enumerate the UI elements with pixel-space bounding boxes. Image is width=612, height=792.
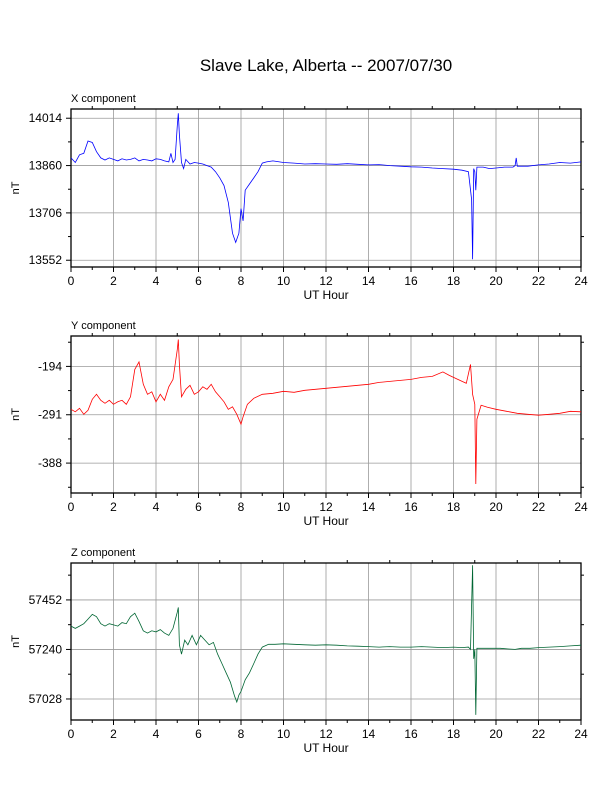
panel-title: Y component	[71, 320, 136, 332]
x-tick-label: 10	[277, 500, 291, 514]
x-tick-label: 14	[362, 500, 376, 514]
x-tick-label: 14	[362, 274, 376, 288]
x-tick-label: 4	[153, 500, 160, 514]
x-tick-label: 12	[319, 500, 333, 514]
x-tick-label: 6	[195, 500, 202, 514]
x-tick-label: 16	[404, 727, 418, 741]
x-axis-label: UT Hour	[303, 741, 348, 755]
plot-frame	[70, 562, 582, 721]
panel-title: X component	[71, 93, 136, 105]
y-axis-label: nT	[10, 408, 22, 421]
x-tick-label: 4	[153, 274, 160, 288]
series-line	[70, 339, 582, 485]
y-axis-label: nT	[10, 635, 22, 648]
y-tick-label: 13706	[29, 206, 63, 220]
x-axis-label: UT Hour	[303, 288, 348, 302]
y-tick-label: 14014	[29, 111, 63, 125]
x-tick-label: 20	[489, 727, 503, 741]
y-tick-label: 57028	[29, 692, 63, 706]
y-axis-label: nT	[10, 181, 22, 194]
y-tick-label: -194	[38, 359, 62, 373]
x-tick-label: 18	[447, 500, 461, 514]
x-tick-label: 0	[68, 500, 75, 514]
x-tick-label: 16	[404, 500, 418, 514]
x-tick-label: 0	[68, 727, 75, 741]
x-tick-label: 22	[532, 500, 546, 514]
x-tick-label: 10	[277, 274, 291, 288]
x-tick-label: 8	[238, 727, 245, 741]
x-tick-label: 14	[362, 727, 376, 741]
page-title: Slave Lake, Alberta -- 2007/07/30	[199, 56, 453, 75]
x-tick-label: 22	[532, 727, 546, 741]
x-tick-label: 18	[447, 274, 461, 288]
y-tick-label: -388	[38, 456, 62, 470]
x-tick-label: 8	[238, 500, 245, 514]
x-tick-label: 6	[195, 727, 202, 741]
x-tick-label: 2	[110, 727, 117, 741]
x-tick-label: 20	[489, 500, 503, 514]
x-tick-label: 16	[404, 274, 418, 288]
x-tick-label: 24	[574, 727, 588, 741]
y-tick-label: -291	[38, 408, 62, 422]
x-tick-label: 0	[68, 274, 75, 288]
plot-frame	[70, 335, 582, 494]
y-tick-label: 13860	[29, 159, 63, 173]
x-tick-label: 24	[574, 274, 588, 288]
panel-title: Z component	[71, 547, 135, 559]
y-tick-label: 57240	[29, 642, 63, 656]
x-tick-label: 10	[277, 727, 291, 741]
x-tick-label: 20	[489, 274, 503, 288]
x-tick-label: 8	[238, 274, 245, 288]
x-tick-label: 2	[110, 500, 117, 514]
x-axis-label: UT Hour	[303, 514, 348, 528]
series-line	[70, 565, 582, 715]
x-tick-label: 4	[153, 727, 160, 741]
x-tick-label: 24	[574, 500, 588, 514]
x-tick-label: 2	[110, 274, 117, 288]
plot-frame	[70, 108, 582, 268]
y-tick-label: 57452	[29, 593, 63, 607]
x-tick-label: 18	[447, 727, 461, 741]
series-line	[70, 113, 582, 260]
x-tick-label: 12	[319, 274, 333, 288]
x-tick-label: 6	[195, 274, 202, 288]
x-tick-label: 12	[319, 727, 333, 741]
x-tick-label: 22	[532, 274, 546, 288]
y-tick-label: 13552	[29, 253, 63, 267]
